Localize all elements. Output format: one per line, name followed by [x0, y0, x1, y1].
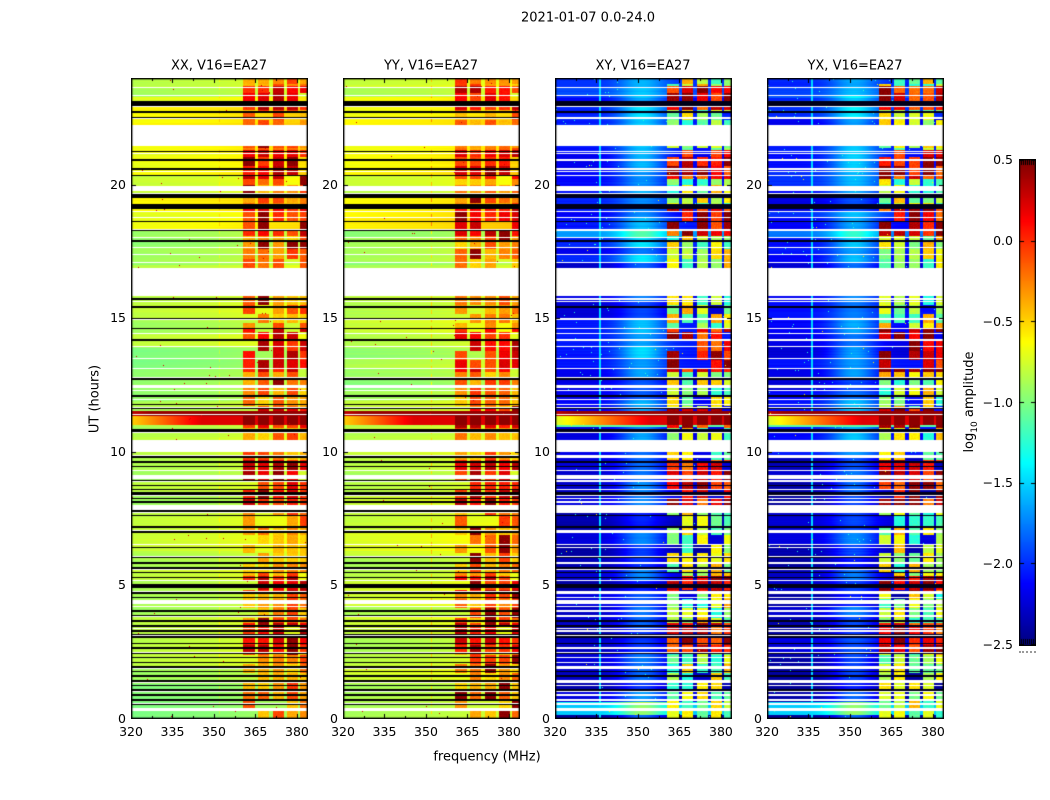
- x-tick-label: 365: [667, 724, 692, 739]
- colorbar-label-log: log: [962, 432, 978, 453]
- x-tick-label: 350: [838, 724, 862, 739]
- x-axis-label: frequency (MHz): [433, 749, 541, 765]
- y-tick-label: 5: [118, 577, 126, 593]
- x-tick-label: 335: [796, 724, 821, 739]
- y-tick-label: 0: [754, 711, 762, 726]
- panel-title-yx: YX, V16=EA27: [807, 58, 903, 74]
- heatmap-panel-yx: [767, 78, 944, 719]
- x-tick-label: 365: [879, 724, 904, 739]
- y-tick-label: 15: [746, 310, 762, 326]
- y-tick-label: 5: [754, 577, 762, 593]
- x-tick-label: 380: [921, 724, 945, 739]
- x-tick-label: 335: [160, 724, 185, 739]
- heatmap-panel-xy: [555, 78, 732, 719]
- y-tick-label: 0: [542, 711, 550, 726]
- colorbar-tick-label: −2.0: [982, 556, 1013, 572]
- y-tick-label: 20: [322, 176, 338, 192]
- x-tick-label: 320: [755, 724, 779, 739]
- colorbar-label-sub: 10: [969, 421, 980, 433]
- y-tick-label: 10: [322, 443, 338, 459]
- x-tick-label: 365: [243, 724, 268, 739]
- y-tick-label: 0: [118, 711, 126, 726]
- colorbar-tick-label: −2.5: [982, 637, 1013, 652]
- x-tick-label: 335: [372, 724, 397, 739]
- colorbar: [1019, 159, 1036, 646]
- y-tick-label: 15: [110, 310, 126, 326]
- panel-title-xy: XY, V16=EA27: [595, 58, 691, 74]
- y-axis-label: UT (hours): [87, 364, 103, 434]
- colorbar-tick-label: −1.0: [982, 394, 1013, 410]
- y-tick-label: 15: [534, 310, 550, 326]
- figure-title: 2021-01-07 0.0-24.0: [521, 10, 655, 26]
- y-tick-label: 20: [746, 176, 762, 192]
- x-tick-label: 380: [709, 724, 733, 739]
- y-tick-label: 10: [746, 443, 762, 459]
- panel-title-yy: YY, V16=EA27: [383, 58, 479, 74]
- x-tick-label: 350: [202, 724, 226, 739]
- x-tick-label: 335: [584, 724, 609, 739]
- x-tick-label: 350: [626, 724, 650, 739]
- colorbar-extend-dots: [1019, 651, 1036, 653]
- x-tick-label: 365: [455, 724, 480, 739]
- y-tick-label: 5: [330, 577, 338, 593]
- colorbar-label-amplitude: amplitude: [962, 351, 978, 422]
- colorbar-tick-label: 0.5: [993, 152, 1013, 167]
- x-tick-label: 320: [119, 724, 143, 739]
- y-tick-label: 5: [542, 577, 550, 593]
- colorbar-tick-label: −1.5: [982, 475, 1013, 491]
- panel-title-xx: XX, V16=EA27: [170, 58, 268, 74]
- heatmap-panel-yy: [343, 78, 520, 719]
- heatmap-panel-xx: [131, 78, 308, 719]
- x-tick-label: 380: [497, 724, 521, 739]
- x-tick-label: 380: [285, 724, 309, 739]
- x-tick-label: 320: [331, 724, 355, 739]
- colorbar-tick-label: −0.5: [982, 313, 1013, 329]
- y-tick-label: 20: [110, 176, 126, 192]
- y-tick-label: 15: [322, 310, 338, 326]
- y-tick-label: 10: [110, 443, 126, 459]
- y-tick-label: 10: [534, 443, 550, 459]
- x-tick-label: 350: [414, 724, 438, 739]
- colorbar-tick-label: 0.0: [993, 232, 1013, 248]
- y-tick-label: 20: [534, 176, 550, 192]
- x-tick-label: 320: [543, 724, 567, 739]
- y-tick-label: 0: [330, 711, 338, 726]
